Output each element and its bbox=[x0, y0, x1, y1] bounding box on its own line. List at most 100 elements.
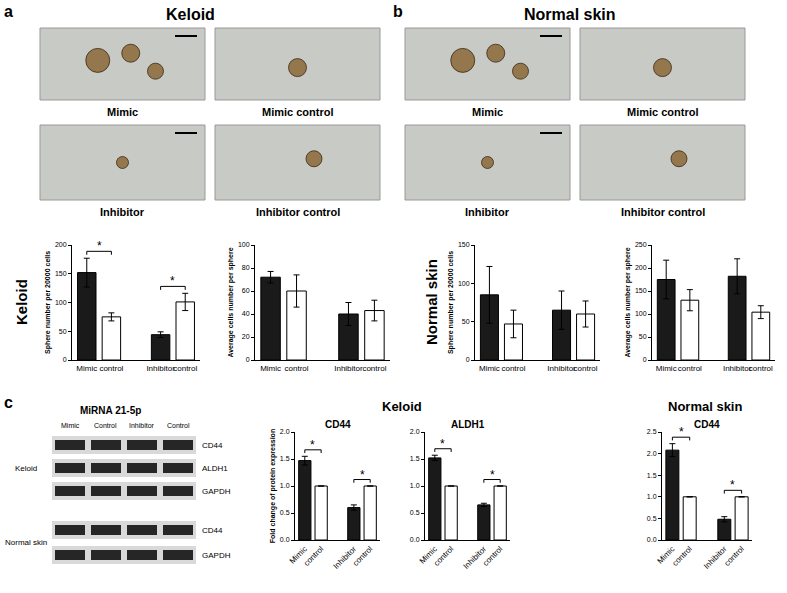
svg-text:control: control bbox=[351, 544, 375, 568]
svg-text:Normal skin: Normal skin bbox=[423, 259, 440, 345]
svg-text:control: control bbox=[302, 544, 326, 568]
svg-text:Mimic control: Mimic control bbox=[627, 106, 699, 118]
svg-text:Mimic: Mimic bbox=[107, 106, 138, 118]
svg-text:*: * bbox=[490, 468, 495, 482]
svg-text:250: 250 bbox=[635, 241, 647, 248]
svg-text:Inhibitor: Inhibitor bbox=[702, 544, 729, 571]
svg-text:150: 150 bbox=[458, 241, 470, 248]
svg-text:Fold change of protein express: Fold change of protein expression bbox=[269, 429, 277, 543]
svg-text:20: 20 bbox=[242, 333, 250, 340]
svg-text:1.0: 1.0 bbox=[280, 482, 290, 489]
svg-text:Mimic: Mimic bbox=[288, 544, 309, 565]
svg-text:*: * bbox=[440, 437, 445, 451]
svg-text:200: 200 bbox=[55, 241, 67, 248]
svg-text:CD44: CD44 bbox=[202, 441, 223, 450]
svg-text:control: control bbox=[432, 544, 456, 568]
svg-text:0.0: 0.0 bbox=[410, 536, 420, 543]
svg-text:1.0: 1.0 bbox=[410, 482, 420, 489]
svg-text:MiRNA 21-5p: MiRNA 21-5p bbox=[80, 405, 141, 416]
svg-text:100: 100 bbox=[635, 310, 647, 317]
svg-text:Mimic control: Mimic control bbox=[262, 106, 334, 118]
svg-text:2.0: 2.0 bbox=[280, 428, 290, 435]
svg-text:100: 100 bbox=[458, 280, 470, 287]
svg-text:Mimic: Mimic bbox=[61, 422, 80, 429]
svg-text:Inhibitor: Inhibitor bbox=[146, 364, 175, 373]
svg-text:0: 0 bbox=[246, 356, 250, 363]
svg-text:0.0: 0.0 bbox=[280, 536, 290, 543]
svg-text:Inhibitor: Inhibitor bbox=[723, 364, 752, 373]
svg-text:1.0: 1.0 bbox=[647, 493, 657, 500]
svg-text:Mimic: Mimic bbox=[260, 364, 281, 373]
svg-text:control: control bbox=[501, 364, 525, 373]
svg-text:1.5: 1.5 bbox=[410, 455, 420, 462]
svg-text:Normal skin: Normal skin bbox=[524, 6, 616, 23]
svg-text:Control: Control bbox=[94, 422, 117, 429]
svg-text:60: 60 bbox=[242, 287, 250, 294]
svg-text:control: control bbox=[574, 364, 598, 373]
svg-text:Inhibitor control: Inhibitor control bbox=[621, 206, 705, 218]
svg-text:CD44: CD44 bbox=[694, 419, 720, 430]
svg-text:control: control bbox=[362, 364, 386, 373]
svg-text:50: 50 bbox=[462, 318, 470, 325]
svg-text:Normal skin: Normal skin bbox=[668, 399, 742, 414]
svg-text:*: * bbox=[360, 468, 365, 482]
svg-text:control: control bbox=[99, 364, 123, 373]
svg-text:Inhibitor: Inhibitor bbox=[129, 422, 155, 429]
svg-text:a: a bbox=[4, 3, 13, 20]
svg-text:GAPDH: GAPDH bbox=[202, 487, 231, 496]
svg-text:control: control bbox=[481, 544, 505, 568]
svg-text:2.0: 2.0 bbox=[410, 428, 420, 435]
svg-text:100: 100 bbox=[238, 241, 250, 248]
svg-text:control: control bbox=[173, 364, 197, 373]
svg-text:0.5: 0.5 bbox=[647, 515, 657, 522]
svg-text:*: * bbox=[310, 438, 315, 452]
svg-text:control: control bbox=[285, 364, 309, 373]
svg-text:0: 0 bbox=[466, 356, 470, 363]
svg-text:Inhibitor: Inhibitor bbox=[547, 364, 576, 373]
svg-text:CD44: CD44 bbox=[202, 526, 223, 535]
svg-text:50: 50 bbox=[59, 328, 67, 335]
svg-text:Mimic: Mimic bbox=[418, 544, 439, 565]
svg-text:Average cells number per spher: Average cells number per sphere bbox=[624, 247, 632, 357]
svg-text:1.5: 1.5 bbox=[647, 472, 657, 479]
svg-text:ALDH1: ALDH1 bbox=[202, 464, 228, 473]
svg-text:Mimic: Mimic bbox=[656, 364, 677, 373]
svg-text:0.5: 0.5 bbox=[410, 509, 420, 516]
svg-text:200: 200 bbox=[635, 264, 647, 271]
svg-text:*: * bbox=[679, 425, 684, 439]
svg-text:Inhibitor: Inhibitor bbox=[332, 544, 359, 571]
svg-text:Mimic: Mimic bbox=[76, 364, 97, 373]
svg-text:control: control bbox=[749, 364, 773, 373]
svg-text:Keloid: Keloid bbox=[13, 279, 30, 325]
svg-text:Mimic: Mimic bbox=[472, 106, 503, 118]
svg-text:*: * bbox=[97, 239, 102, 253]
svg-text:Sphere number per 20000 cells: Sphere number per 20000 cells bbox=[44, 251, 52, 354]
svg-text:*: * bbox=[730, 478, 735, 492]
svg-text:control: control bbox=[671, 544, 695, 568]
svg-text:Keloid: Keloid bbox=[166, 6, 215, 23]
svg-text:Sphere number per 20000 cells: Sphere number per 20000 cells bbox=[447, 251, 455, 354]
svg-text:2.0: 2.0 bbox=[647, 450, 657, 457]
svg-text:150: 150 bbox=[635, 287, 647, 294]
svg-text:Inhibitor: Inhibitor bbox=[100, 206, 145, 218]
svg-text:Keloid: Keloid bbox=[382, 399, 422, 414]
svg-text:40: 40 bbox=[242, 310, 250, 317]
svg-text:2.5: 2.5 bbox=[647, 428, 657, 435]
svg-text:c: c bbox=[4, 394, 13, 411]
svg-text:CD44: CD44 bbox=[325, 419, 351, 430]
svg-text:0.5: 0.5 bbox=[280, 509, 290, 516]
svg-text:Keloid: Keloid bbox=[15, 464, 37, 473]
svg-text:Inhibitor control: Inhibitor control bbox=[256, 206, 340, 218]
svg-text:Mimic: Mimic bbox=[655, 544, 676, 565]
svg-text:100: 100 bbox=[55, 299, 67, 306]
svg-text:Inhibitor: Inhibitor bbox=[465, 206, 510, 218]
svg-text:Control: Control bbox=[167, 422, 190, 429]
svg-text:ALDH1: ALDH1 bbox=[451, 419, 485, 430]
svg-text:control: control bbox=[678, 364, 702, 373]
svg-text:b: b bbox=[393, 3, 403, 20]
svg-text:Inhibitor: Inhibitor bbox=[334, 364, 363, 373]
svg-text:Mimic: Mimic bbox=[479, 364, 500, 373]
svg-text:0: 0 bbox=[643, 356, 647, 363]
svg-text:1.5: 1.5 bbox=[280, 455, 290, 462]
svg-text:Normal skin: Normal skin bbox=[5, 538, 47, 547]
